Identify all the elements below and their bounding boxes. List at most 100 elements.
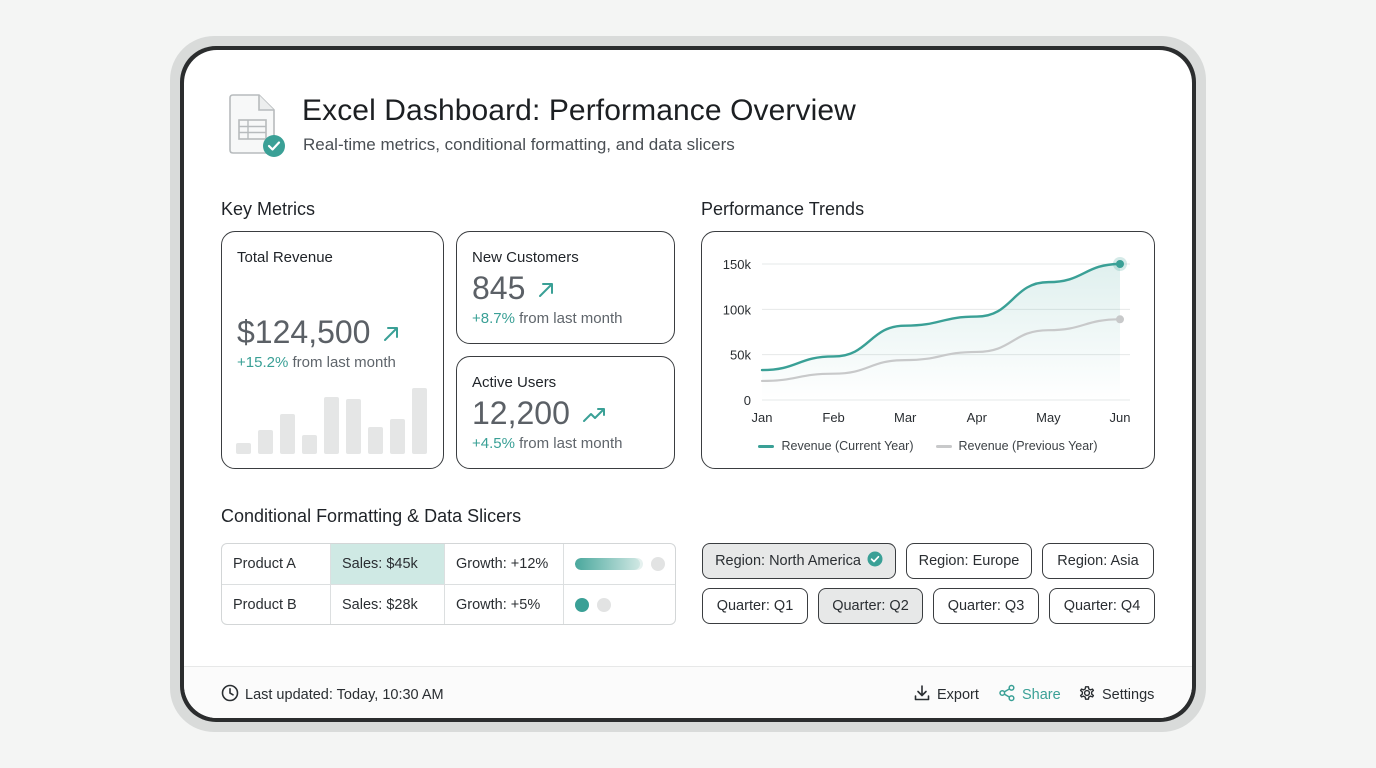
product-cell: Product A (222, 544, 331, 584)
sparkline-bar (236, 443, 251, 454)
slicer-region-asia[interactable]: Region: Asia (1042, 543, 1154, 579)
chart-legend: Revenue (Current Year) Revenue (Previous … (702, 439, 1154, 453)
y-tick-label: 100k (723, 302, 752, 317)
slicer-quarter-q1[interactable]: Quarter: Q1 (702, 588, 808, 624)
new-customers-label: New Customers (472, 249, 579, 266)
download-icon (913, 684, 931, 706)
share-button[interactable]: Share (998, 684, 1061, 706)
sparkline-bar (302, 435, 317, 454)
active-users-change-text: from last month (519, 435, 623, 452)
slicer-region-north-america[interactable]: Region: North America (702, 543, 896, 579)
x-tick-label: Mar (894, 410, 917, 425)
active-users-change: +4.5% from last month (472, 435, 623, 452)
key-metrics-heading: Key Metrics (221, 199, 316, 219)
sparkline-bar (412, 388, 427, 454)
check-circle-icon (867, 551, 883, 571)
slicer-label: Quarter: Q3 (947, 598, 1025, 614)
legend-swatch (935, 444, 952, 448)
arrow-up-right-icon (382, 314, 400, 351)
series-point-previous (1116, 315, 1124, 324)
conditional-formatting-table: Product A Sales: $45k Growth: +12% Produ… (221, 543, 676, 625)
progress-cell (564, 544, 675, 584)
dashboard-window: Excel Dashboard: Performance Overview Re… (184, 50, 1192, 718)
slicer-label: Quarter: Q4 (1063, 598, 1141, 614)
new-customers-card[interactable]: New Customers 845 +8.7% from last month (456, 231, 675, 344)
growth-cell: Growth: +5% (445, 585, 564, 624)
new-customers-change: +8.7% from last month (472, 310, 623, 327)
active-users-label: Active Users (472, 374, 557, 391)
spreadsheet-check-icon (228, 94, 290, 160)
slicer-label: Region: North America (715, 553, 861, 569)
settings-label: Settings (1102, 687, 1155, 703)
y-tick-label: 50k (730, 348, 751, 363)
slicer-label: Region: Europe (918, 553, 1020, 569)
total-revenue-change-pct: +15.2% (237, 354, 289, 371)
active-users-change-pct: +4.5% (472, 435, 515, 452)
sparkline-bar (390, 419, 405, 454)
slicer-quarter-q4[interactable]: Quarter: Q4 (1049, 588, 1155, 624)
new-customers-change-pct: +8.7% (472, 310, 515, 327)
slicer-region-europe[interactable]: Region: Europe (906, 543, 1032, 579)
export-label: Export (937, 687, 979, 703)
new-customers-value: 845 (472, 270, 555, 307)
series-line-current (760, 262, 1122, 372)
performance-trends-chart-card: 0 50k 100k 150k Jan Feb Mar Apr May Jun Revenue (… (701, 231, 1155, 469)
total-revenue-label: Total Revenue (237, 249, 333, 266)
status-dot-inactive (597, 597, 611, 612)
new-customers-change-text: from last month (519, 310, 623, 327)
total-revenue-change-text: from last month (292, 354, 396, 371)
active-users-card[interactable]: Active Users 12,200 +4.5% from last mont… (456, 356, 675, 469)
share-icon (998, 684, 1016, 706)
slicer-quarter-q2[interactable]: Quarter: Q2 (818, 588, 923, 624)
sparkline-bar (368, 427, 383, 454)
x-tick-label: Feb (822, 410, 844, 425)
series-area-current (762, 264, 1120, 400)
y-tick-label: 0 (744, 393, 751, 408)
x-tick-label: Jan (752, 410, 773, 425)
sparkline-bar (258, 430, 273, 454)
progress-bar-fill (575, 558, 640, 570)
x-tick-label: Jun (1110, 410, 1131, 425)
slicer-label: Quarter: Q1 (716, 598, 794, 614)
growth-cell: Growth: +12% (445, 544, 564, 584)
share-label: Share (1022, 687, 1061, 703)
total-revenue-card[interactable]: Total Revenue $124,500 +15.2% from last … (221, 231, 444, 469)
performance-trends-heading: Performance Trends (701, 199, 865, 219)
total-revenue-amount: $124,500 (237, 314, 371, 350)
sales-cell-highlighted: Sales: $45k (331, 544, 445, 584)
sparkline-bar (324, 397, 339, 454)
new-customers-amount: 845 (472, 270, 526, 306)
slicer-label: Region: Asia (1057, 553, 1139, 569)
progress-cell (564, 585, 675, 624)
last-updated: Last updated: Today, 10:30 AM (221, 684, 444, 706)
sparkline-bar (346, 399, 361, 454)
last-updated-text: Last updated: Today, 10:30 AM (245, 687, 444, 703)
table-row: Product A Sales: $45k Growth: +12% (222, 544, 675, 584)
footer-bar: Last updated: Today, 10:30 AM Export Sha… (184, 666, 1192, 718)
conditional-formatting-heading: Conditional Formatting & Data Slicers (221, 506, 522, 526)
series-point-current (1116, 260, 1124, 268)
export-button[interactable]: Export (913, 684, 979, 706)
slicer-quarter-q3[interactable]: Quarter: Q3 (933, 588, 1039, 624)
legend-item: Revenue (Previous Year) (935, 439, 1098, 453)
progress-bar (575, 558, 643, 570)
arrow-up-right-icon (537, 270, 555, 307)
legend-label: Revenue (Current Year) (781, 439, 914, 453)
legend-label: Revenue (Previous Year) (958, 439, 1098, 453)
status-dot-active (575, 597, 589, 612)
sales-cell: Sales: $28k (331, 585, 445, 624)
gear-icon (1078, 684, 1096, 706)
table-row: Product B Sales: $28k Growth: +5% (222, 584, 675, 624)
legend-swatch (758, 444, 775, 448)
settings-button[interactable]: Settings (1078, 684, 1154, 706)
active-users-amount: 12,200 (472, 395, 570, 431)
series-line-previous (760, 318, 1122, 383)
page-subtitle: Real-time metrics, conditional formattin… (303, 135, 735, 154)
status-dot-inactive (651, 557, 665, 571)
revenue-sparkline-bars (236, 384, 430, 454)
x-tick-label: Apr (967, 410, 988, 425)
clock-icon (221, 684, 239, 706)
sparkline-bar (280, 414, 295, 454)
page-title: Excel Dashboard: Performance Overview (302, 94, 856, 127)
trending-up-icon (582, 395, 608, 432)
